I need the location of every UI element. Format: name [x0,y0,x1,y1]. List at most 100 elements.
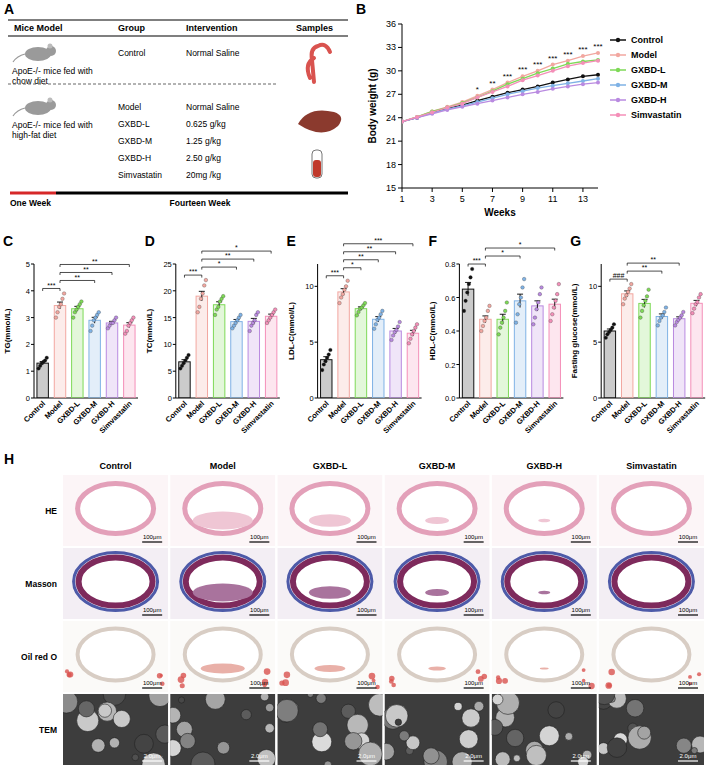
y-tick [398,164,402,165]
data-point [532,323,536,327]
micrograph [385,475,490,546]
error-bar [534,301,540,311]
significance: *** [374,237,382,244]
series-point [566,84,570,88]
y-tick [31,398,34,399]
image-bg [277,621,382,692]
organelle [607,738,627,758]
error-bar [694,300,700,306]
error-bar [341,289,347,295]
organelle [395,719,401,725]
y-tick-label: 10 [589,282,597,291]
data-point [45,356,49,360]
significance: * [501,249,504,256]
significance: ** [358,253,364,260]
image-bg [170,475,275,546]
x-axis [34,398,138,399]
bracket [610,279,627,282]
series-point [402,120,404,124]
y-axis-title: LDL-C(mmol/L) [287,302,296,360]
scale-bar-label: 100μm [143,680,161,686]
error-bar [482,316,488,323]
x-tick-label: 3 [430,194,435,204]
significance: * [476,85,479,94]
text-line: high-fat diet [12,130,57,140]
series-point [506,95,510,99]
lipid-stain [476,669,481,674]
error-bar [465,282,471,295]
data-point [363,301,367,305]
micrograph [170,475,275,546]
lipid-stain [180,683,185,688]
mouse-tail [13,108,25,116]
error-bar [642,299,648,307]
series-point [445,106,449,110]
series-point [536,74,540,78]
significance: *** [593,42,602,51]
y-tick [456,331,459,332]
series-point [430,110,434,114]
data-point [480,329,484,333]
plot-marks [320,279,418,398]
data-point [538,292,542,296]
plaque [540,668,549,670]
scale-bar [142,760,162,761]
data-point [519,296,523,300]
y-tick [31,317,34,318]
scale-bar [142,541,162,542]
bar [656,316,667,398]
data-point [536,301,540,305]
micrograph [170,694,275,765]
vessel-wall [185,484,261,534]
data-point [555,292,559,296]
bracket [60,272,112,275]
x-axis [459,398,563,399]
organelle [63,694,78,713]
data-point [645,295,649,299]
data-point [514,321,518,325]
intervention: 0.625 g/kg [186,119,226,129]
significance: *** [503,72,512,81]
y-tick-label: 15 [163,314,171,323]
micrograph [277,475,382,546]
row-label: HE [45,506,57,516]
series-point [566,77,570,81]
legend-marker [616,53,620,57]
error-bar [199,291,205,301]
x-tick-label: 9 [520,194,525,204]
micrograph [492,548,597,619]
scale-bar [571,541,591,542]
organelle [676,738,691,753]
scale-bar [464,541,484,542]
lipid-stain [181,673,187,679]
y-tick [598,342,601,343]
micrograph [277,621,382,692]
organelle [170,740,181,757]
lipid-stain [284,672,291,679]
lipid-stain [369,673,376,680]
plaque [201,664,245,674]
lipid-stain [697,672,701,676]
data-point [62,292,66,296]
organelle [385,705,408,728]
series-point [415,116,419,120]
data-point [199,297,203,301]
scale-bar [357,687,377,688]
series-point [551,69,555,73]
significance: ** [92,258,98,265]
data-point [522,277,526,281]
series-point [460,101,464,105]
organelle [638,726,651,739]
bracket [485,256,520,259]
image-bg [385,694,490,765]
header: Intervention [186,23,238,33]
x-tick-label: Simvastatin [523,399,559,435]
x-tick-label: Control [305,399,330,424]
organelle [423,748,439,764]
x-tick-label: Simvastatin [98,399,134,435]
data-point [217,305,221,309]
legend-label: GXBD-L [631,65,666,75]
series-point [596,58,600,62]
image-bg [277,475,382,546]
bracket [326,276,343,279]
